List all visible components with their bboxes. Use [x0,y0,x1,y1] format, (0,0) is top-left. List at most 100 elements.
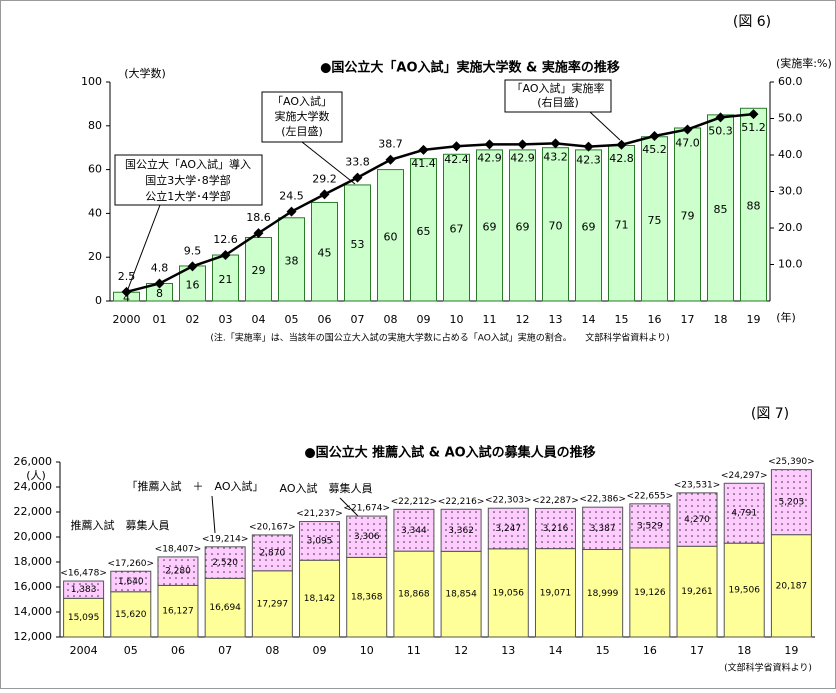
bar-value-label: 88 [747,200,761,213]
bar-segment [676,545,718,638]
segment-value-label: 16,127 [162,607,194,617]
line-value-label: 9.5 [184,244,202,257]
bar [608,145,635,302]
annotation: 「推薦入試 ＋ AO入試」 [127,479,264,493]
line-marker [517,139,528,150]
annotation: AO入試 募集人員 [280,481,373,495]
segment-value-label: 3,529 [637,521,663,531]
line-value-label: 4.8 [151,261,169,274]
segment-value-label: 1,383 [71,585,97,595]
y-tick-label: 0 [95,294,102,307]
segment-value-label: 19,056 [493,588,525,598]
total-label: <17,260> [107,559,154,569]
line-marker [418,144,429,155]
bar-value-label: 21 [219,273,233,286]
line-marker [385,154,396,165]
bar-segment [251,570,293,638]
line [126,112,754,294]
segment-value-label: 2,870 [259,548,285,558]
y-tick-label: 20,000 [14,530,53,543]
x-tick-label: 07 [218,644,232,657]
annotation-box [504,79,612,113]
y-tick-label: 26,000 [14,455,53,468]
line-value-label: 12.6 [213,233,238,246]
annotation: 推薦入試 募集人員 [71,518,170,532]
source: (文部科学省資料より) [724,662,812,674]
segment-value-label: 3,344 [401,526,427,536]
y2-tick-label: 60.0 [778,75,803,88]
bar-segment [770,469,812,536]
total-label: <22,212> [391,497,438,507]
x-axis-label: (年) [776,310,796,324]
segment-value-label: 3,247 [495,524,521,534]
bar-segment [770,534,812,638]
segment-value-label: 16,694 [209,603,241,613]
annotation: 公立1大学･4学部 [145,189,231,203]
x-tick-label: 06 [318,313,332,326]
line-value-label: 24.5 [279,190,304,203]
segment-value-label: 20,187 [776,581,808,591]
x-tick-label: 12 [516,313,530,326]
line-marker [748,109,759,120]
line-marker [451,141,462,152]
segment-value-label: 3,306 [354,532,380,542]
segment-value-label: 4,270 [684,515,710,525]
line-value-label: 47.0 [675,136,700,149]
line-marker [352,172,363,183]
bar-value-label: 60 [384,230,398,243]
x-tick-label: 05 [285,313,299,326]
x-tick-label: 02 [186,313,200,326]
annotation: (左目盛) [281,124,323,138]
bar-value-label: 16 [186,278,200,291]
bar-segment [676,492,718,547]
total-label: <21,237> [296,509,343,519]
bar [476,149,503,302]
chart-title: ●国公立大 推薦入試 & AO入試の募集人員の推移 [304,445,595,461]
y2-tick-label: 30.0 [778,185,803,198]
y-tick-label: 20 [88,250,102,263]
line-value-label: 45.2 [642,143,667,156]
y-tick-label: 12,000 [14,630,53,643]
annotation: 「AO入試」実施率 [512,81,605,95]
line-marker [715,112,726,123]
line-marker [649,131,660,142]
chart-title: ●国公立大「AO入試」実施大学数 & 実施率の推移 [320,60,620,76]
bar-value-label: 53 [351,238,365,251]
total-label: <22,216> [438,497,485,507]
y-tick-label: 40 [88,206,102,219]
segment-value-label: 19,261 [681,587,713,597]
annotation: 国公立大「AO入試」導入 [125,157,251,171]
bar-segment [110,570,152,593]
x-tick-label: 14 [582,313,596,326]
segment-value-label: 3,216 [543,524,569,534]
annotation-box [114,154,263,206]
bar [641,136,668,302]
bar-segment [629,547,671,638]
segment-value-label: 2,520 [212,558,238,568]
bar-segment [299,559,341,638]
bar [575,149,602,302]
line-value-label: 41.4 [411,157,436,170]
bar [410,158,437,302]
x-tick-label: 11 [407,644,421,657]
bar-segment [251,534,293,572]
line-value-label: 51.2 [741,121,766,134]
bar [344,184,371,302]
bar-segment [346,556,388,638]
bar [740,107,767,302]
x-tick-label: 04 [252,313,266,326]
x-tick-label: 19 [747,313,761,326]
x-tick-label: 14 [548,644,562,657]
bar-segment [723,482,765,544]
annotation-arrow [127,204,161,290]
x-tick-label: 06 [171,644,185,657]
total-label: <16,478> [60,569,107,579]
bar-segment [487,507,529,550]
bar-value-label: 65 [417,225,431,238]
line-value-label: 50.3 [708,124,733,137]
segment-value-label: 2,280 [165,567,191,577]
x-tick-label: 03 [219,313,233,326]
bar-segment [534,548,576,638]
bar-segment [299,521,341,561]
